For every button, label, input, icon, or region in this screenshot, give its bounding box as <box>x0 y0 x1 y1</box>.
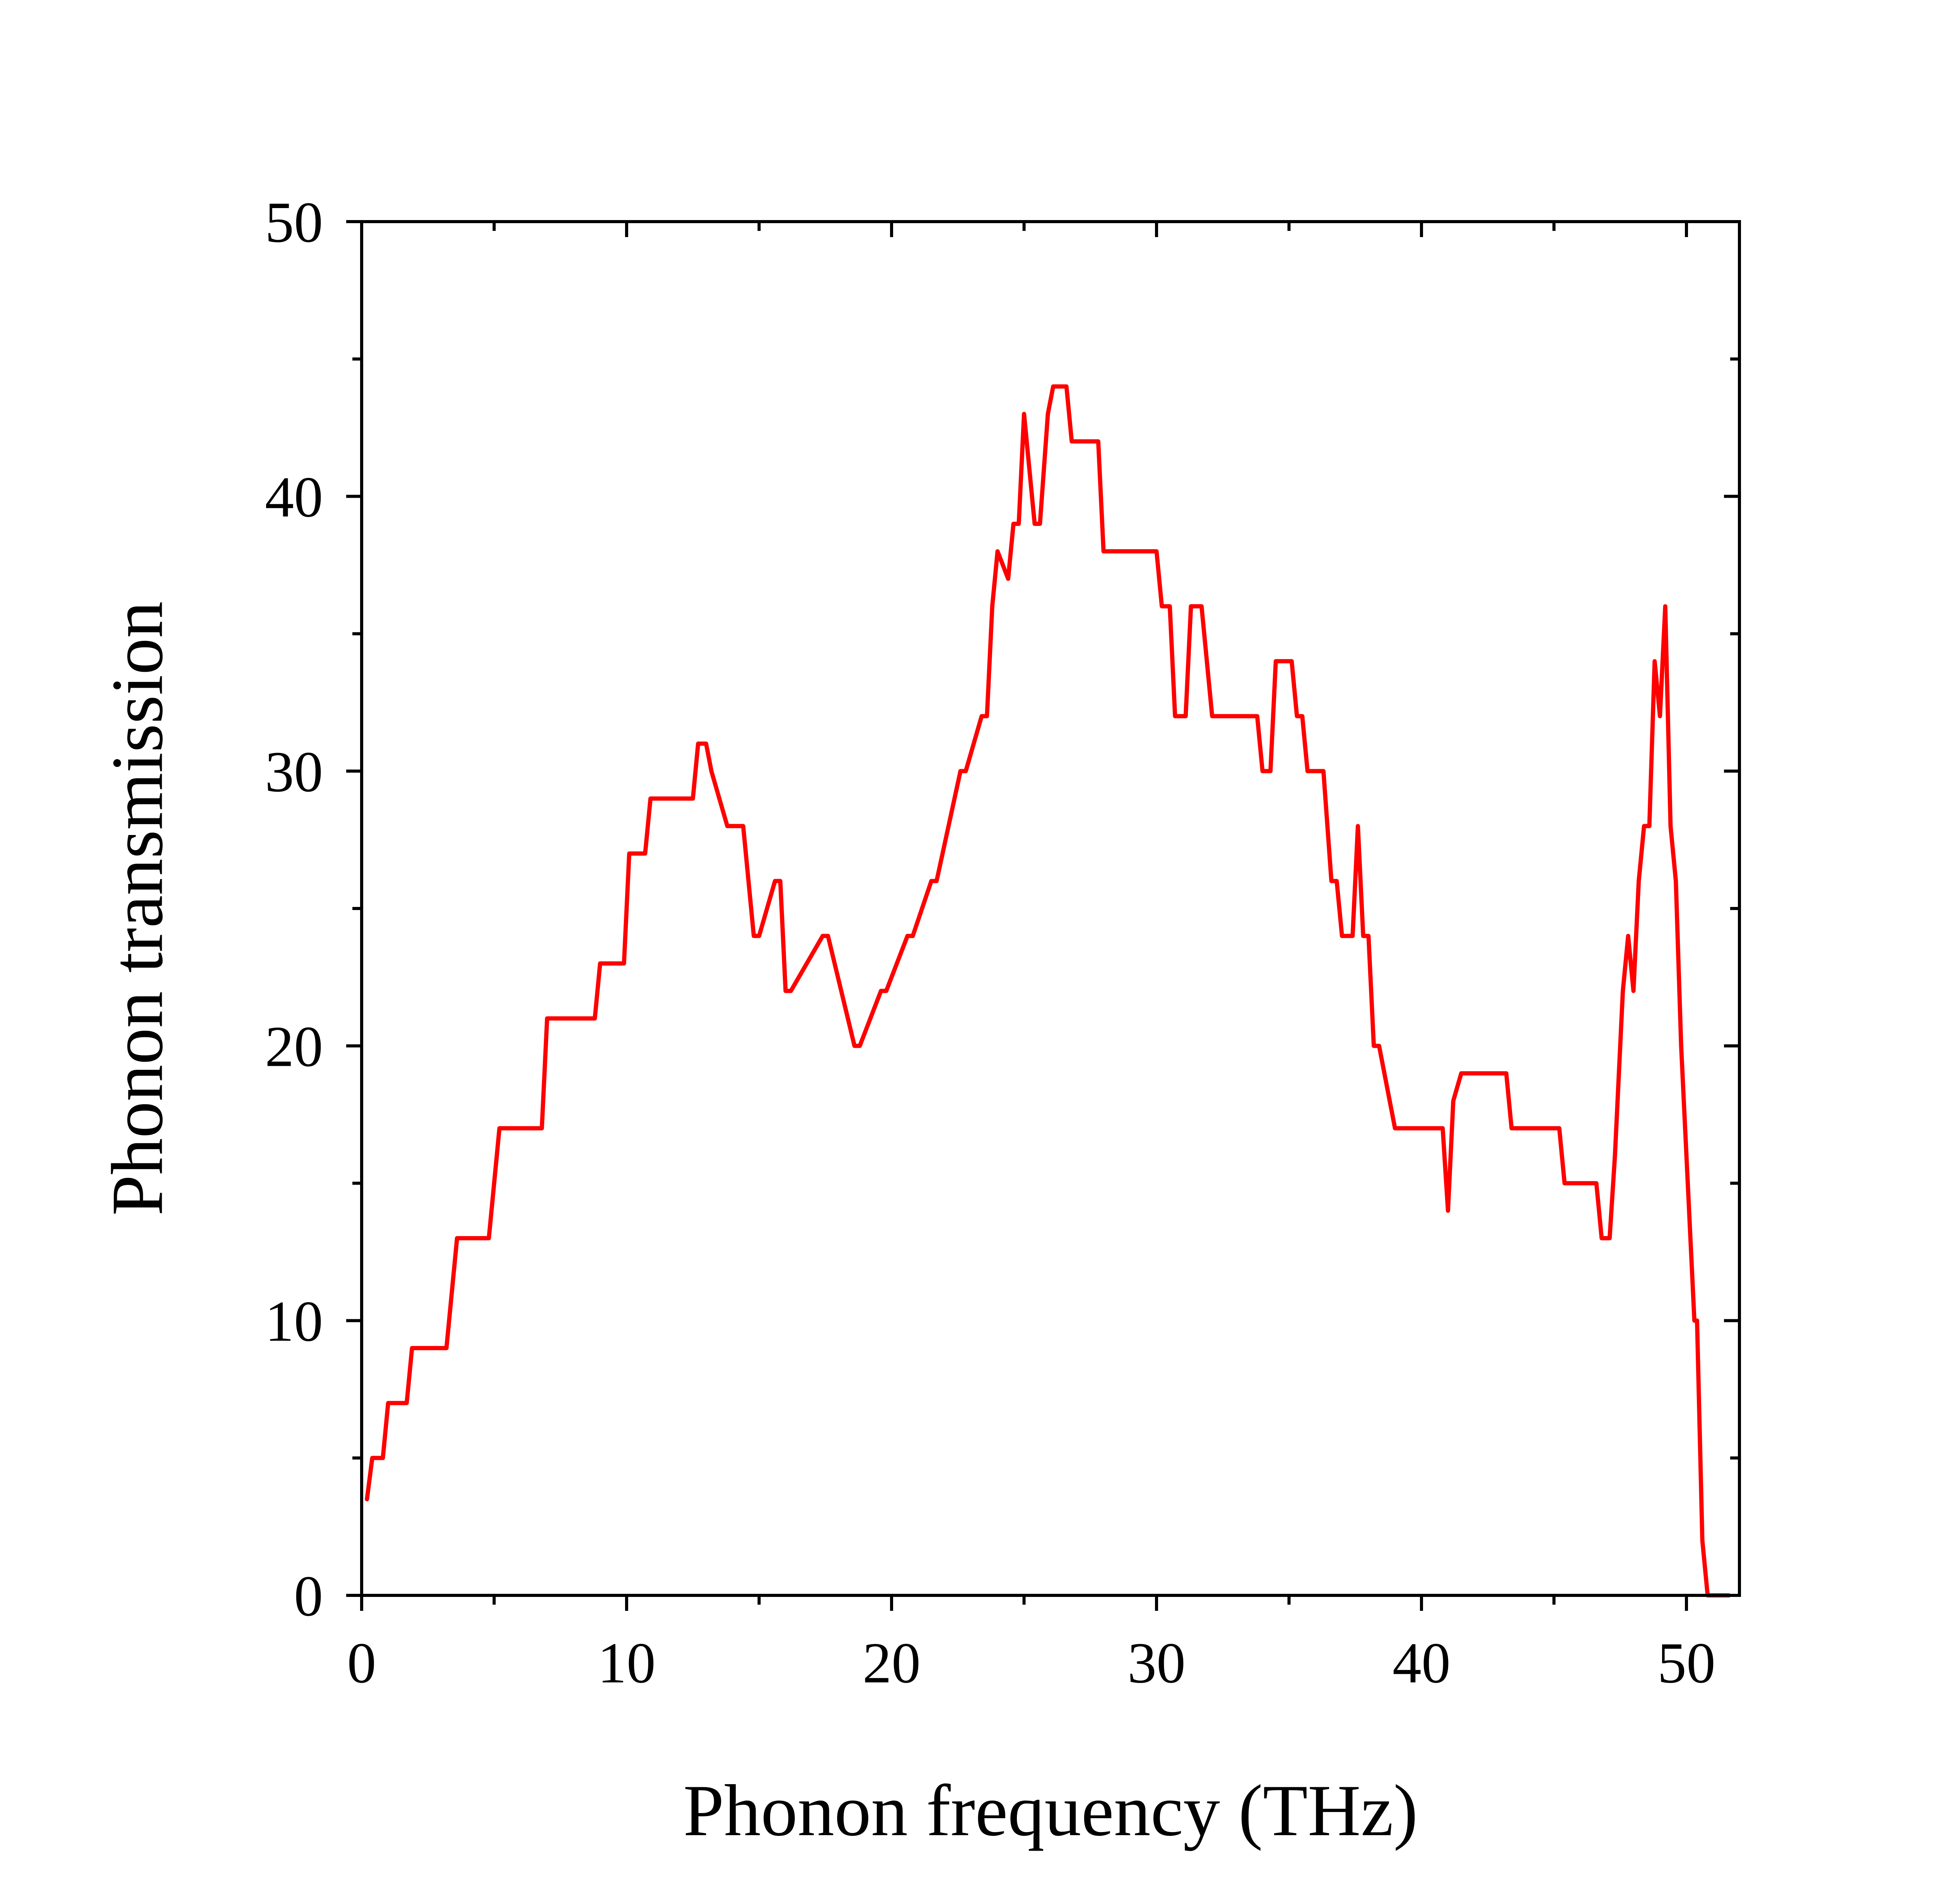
x-tick-label: 50 <box>1657 1631 1715 1695</box>
labels-layer: 0 10 20 30 40 50 0 10 20 30 40 50 <box>265 190 1715 1695</box>
plot-layer <box>365 384 1731 1598</box>
y-tick-label: 30 <box>265 740 323 804</box>
x-tick-label: 0 <box>347 1631 376 1695</box>
x-axis-title: Phonon frequency (THz) <box>683 1770 1418 1851</box>
ticks-layer <box>346 220 1739 1611</box>
x-tick-label: 10 <box>598 1631 656 1695</box>
y-tick-label: 50 <box>265 190 323 254</box>
plot-frame <box>360 220 1741 1597</box>
y-tick-label: 40 <box>265 465 323 529</box>
transmission-series-line <box>365 384 1731 1598</box>
x-tick-label: 30 <box>1128 1631 1186 1695</box>
y-tick-label: 10 <box>265 1289 323 1354</box>
y-tick-label: 20 <box>265 1014 323 1079</box>
y-tick-label: 0 <box>294 1564 323 1628</box>
y-axis-title: Phonon transmission <box>97 601 178 1216</box>
x-tick-label: 20 <box>863 1631 921 1695</box>
x-tick-label: 40 <box>1392 1631 1450 1695</box>
